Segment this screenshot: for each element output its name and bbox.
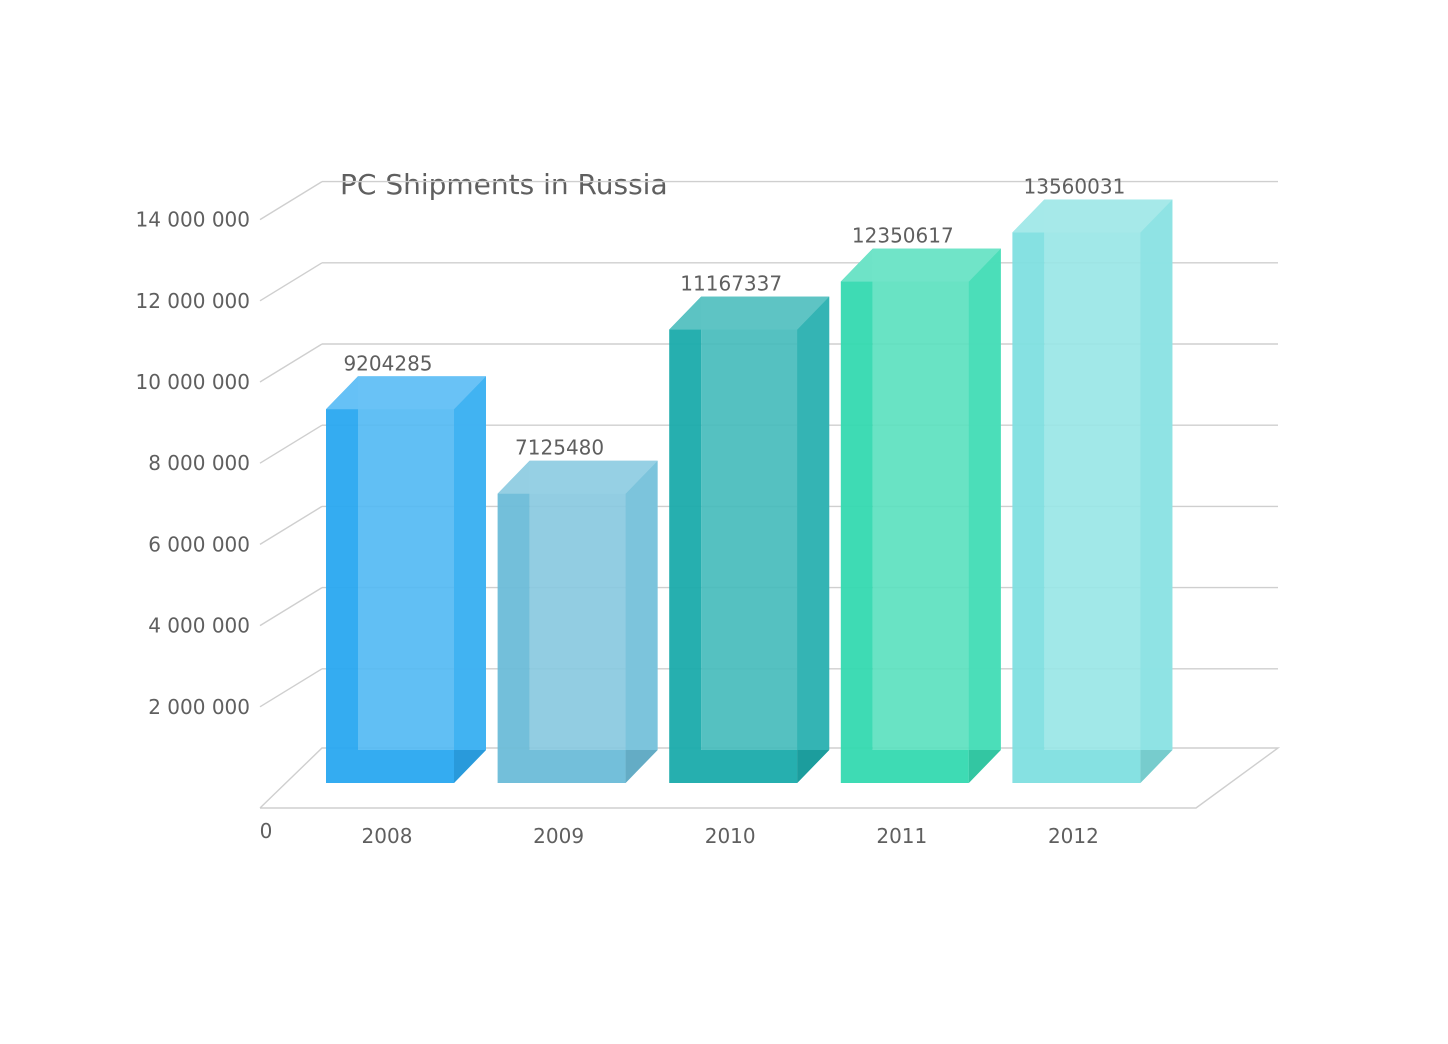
x-axis: 2008 2009 2010 2011 2012 bbox=[362, 824, 1099, 848]
bar-front-face bbox=[1012, 199, 1141, 783]
bar-2008: 9204285 bbox=[326, 351, 486, 783]
bar-front-face bbox=[326, 376, 454, 783]
gridline-left-5 bbox=[259, 343, 323, 383]
bar-top-face bbox=[326, 376, 486, 410]
chart-title: PC Shipments in Russia bbox=[340, 168, 668, 201]
bar-bevel bbox=[625, 750, 658, 783]
bar-side-face bbox=[797, 296, 830, 783]
chart-floor bbox=[259, 747, 1281, 809]
y-tick-label: 6 000 000 bbox=[148, 532, 250, 556]
bar-front-face bbox=[497, 460, 626, 783]
gridline-left-3 bbox=[259, 505, 323, 545]
y-axis: 2 000 000 4 000 000 6 000 000 8 000 000 10 0… bbox=[135, 208, 272, 843]
data-label: 9204285 bbox=[343, 351, 432, 375]
bar-2012: 13560031 bbox=[1012, 174, 1173, 783]
bar-top-face bbox=[669, 296, 830, 330]
bar-front-face bbox=[669, 296, 798, 783]
bar-side-face bbox=[625, 460, 658, 783]
gridline-left-6 bbox=[259, 262, 323, 302]
data-label: 12350617 bbox=[852, 224, 954, 248]
bars: 9204285 7125480 11167337 12350617 13560031 bbox=[326, 174, 1173, 784]
y-tick-label: 0 bbox=[260, 819, 273, 843]
bar-bevel bbox=[797, 750, 830, 783]
floor-outline bbox=[259, 747, 1281, 809]
gridline-left-1 bbox=[259, 668, 323, 708]
bar-side-face bbox=[968, 248, 1001, 784]
y-tick-label: 4 000 000 bbox=[148, 614, 250, 638]
bar-bevel bbox=[1140, 750, 1173, 783]
gridline-left-7 bbox=[259, 181, 323, 221]
bar-bevel bbox=[454, 750, 486, 783]
bar-top-face bbox=[1012, 199, 1173, 233]
data-label: 13560031 bbox=[1024, 174, 1126, 198]
bar-top-face bbox=[497, 460, 658, 494]
bar-bevel bbox=[968, 750, 1001, 783]
x-tick-label: 2012 bbox=[1048, 824, 1099, 848]
x-tick-label: 2009 bbox=[533, 824, 584, 848]
y-tick-label: 12 000 000 bbox=[135, 289, 250, 313]
gridline-left-2 bbox=[259, 587, 323, 627]
x-tick-label: 2008 bbox=[362, 824, 413, 848]
bar-2009: 7125480 bbox=[497, 436, 658, 783]
x-tick-label: 2011 bbox=[876, 824, 927, 848]
y-tick-label: 14 000 000 bbox=[135, 208, 250, 232]
data-label: 11167337 bbox=[680, 272, 782, 296]
bar-front-face bbox=[840, 248, 969, 784]
bar-2010: 11167337 bbox=[669, 272, 830, 783]
bar-side-face bbox=[1140, 199, 1173, 783]
bar-top-face bbox=[840, 248, 1001, 282]
y-tick-label: 8 000 000 bbox=[148, 451, 250, 475]
gridline-left-4 bbox=[259, 424, 323, 464]
y-tick-label: 10 000 000 bbox=[135, 370, 250, 394]
data-label: 7125480 bbox=[515, 436, 604, 460]
bar-side-face bbox=[454, 376, 486, 783]
x-tick-label: 2010 bbox=[705, 824, 756, 848]
bar-2011: 12350617 bbox=[840, 224, 1001, 784]
y-tick-label: 2 000 000 bbox=[148, 695, 250, 719]
